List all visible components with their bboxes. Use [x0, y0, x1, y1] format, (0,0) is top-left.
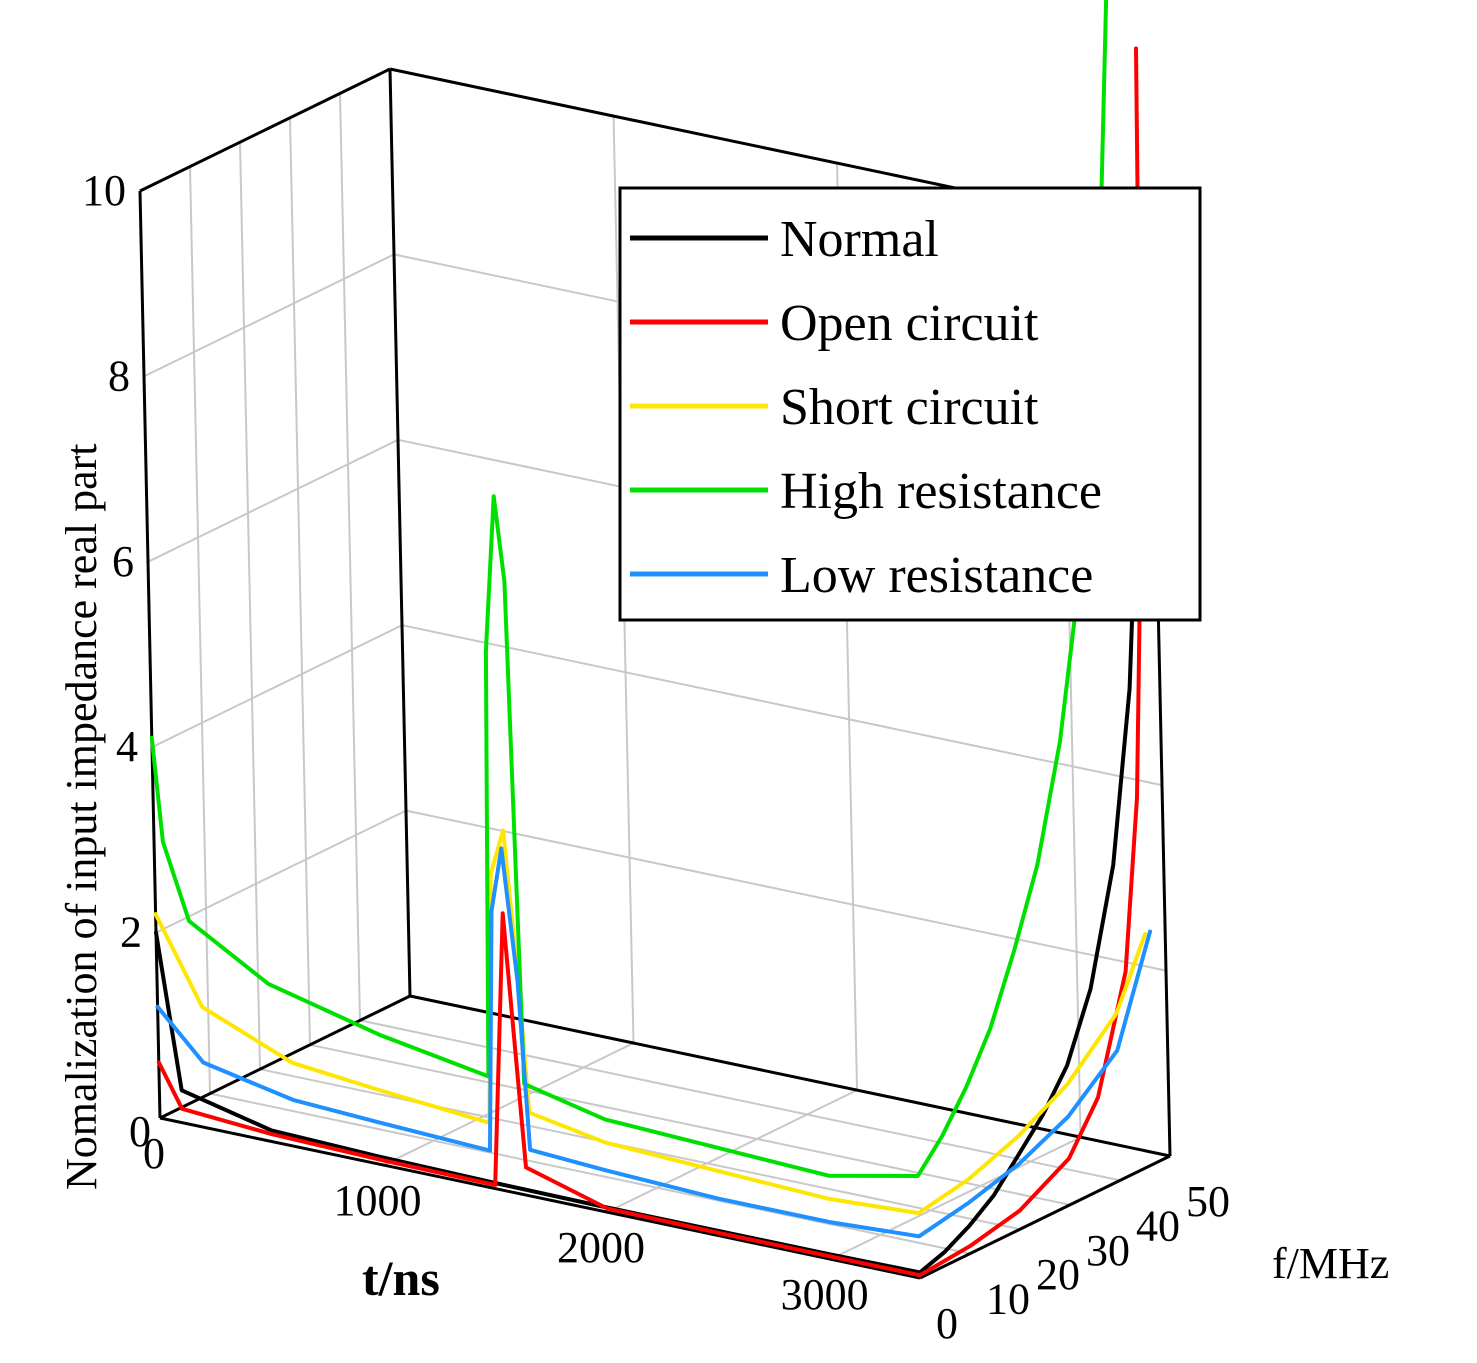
y-tick-label: 20	[1036, 1250, 1080, 1299]
y-tick-label: 40	[1136, 1201, 1180, 1250]
axis-edge	[159, 1116, 921, 1280]
axis-edge	[139, 67, 391, 193]
x-tick-label: 2000	[557, 1223, 645, 1272]
grid-line	[401, 624, 1163, 787]
grid-line	[259, 1068, 1021, 1231]
grid-line	[830, 1136, 1082, 1261]
legend-label: Open circuit	[780, 295, 1039, 352]
x-tick-label: 3000	[781, 1270, 869, 1319]
legend-label: Short circuit	[780, 379, 1039, 436]
z-tick-label: 4	[116, 722, 138, 771]
axis-edge	[919, 1154, 1171, 1280]
series-line-3	[149, 0, 1109, 1178]
legend: Normal Open circuit Short circuit High resi…	[618, 186, 1202, 622]
y-tick-label: 30	[1086, 1226, 1130, 1275]
legend-label: High resistance	[780, 463, 1102, 520]
grid-line	[189, 166, 211, 1094]
x-tick-label: 1000	[334, 1176, 422, 1225]
grid-line	[209, 1092, 971, 1255]
series-line-1	[156, 46, 1143, 1278]
grid-line	[309, 1043, 1071, 1206]
series-line-2	[153, 828, 1147, 1216]
x-axis-title: t/ns	[362, 1250, 440, 1306]
y-tick-label: 50	[1186, 1177, 1230, 1226]
grid-line	[405, 809, 1167, 972]
grid-line	[151, 624, 403, 749]
series-line-0	[154, 419, 1141, 1275]
grid-line	[239, 142, 261, 1070]
grid-line	[339, 93, 361, 1021]
axis-edge	[388, 68, 412, 997]
series-layer	[149, 0, 1152, 1278]
legend-label: Normal	[780, 211, 939, 268]
y-tick-label: 10	[986, 1275, 1030, 1324]
legend-label: Low resistance	[780, 547, 1093, 604]
z-tick-label: 10	[82, 166, 126, 215]
y-tick-label: 0	[936, 1299, 958, 1348]
grid-line	[383, 1042, 634, 1166]
grid-line	[359, 1019, 1121, 1182]
z-axis-title: Nomalization of input impedance real par…	[57, 444, 106, 1191]
grid-line	[147, 438, 399, 563]
z-tick-label: 8	[108, 351, 130, 400]
origin-tick-label: 0	[129, 1107, 151, 1156]
x-tick-label: 0	[143, 1129, 165, 1178]
grid-line	[143, 253, 395, 378]
grid-line	[289, 117, 311, 1045]
series-line-4	[155, 846, 1152, 1239]
z-tick-label: 2	[120, 908, 142, 957]
axis-edge	[409, 994, 1171, 1158]
y-axis-title: f/MHz	[1272, 1239, 1389, 1288]
z-tick-label: 6	[112, 537, 134, 586]
axis-edge	[138, 190, 162, 1119]
grid-line	[155, 809, 407, 934]
